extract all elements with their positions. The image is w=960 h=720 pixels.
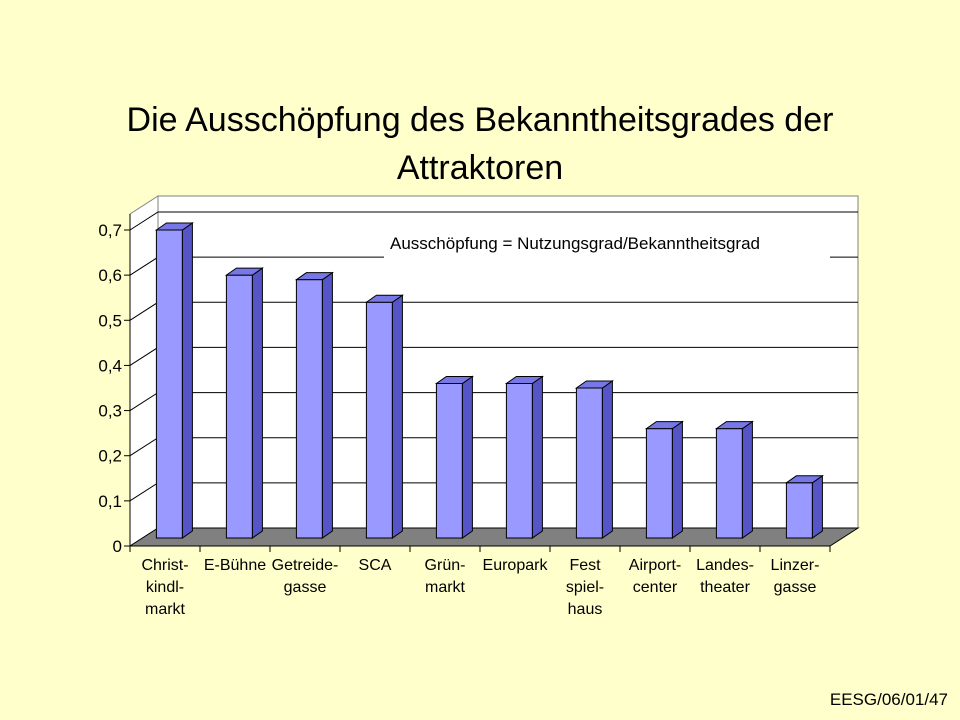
gridline bbox=[129, 211, 858, 231]
x-tick-label: E-Bühne bbox=[204, 557, 266, 574]
bar-9 bbox=[784, 474, 824, 539]
bar-side bbox=[461, 375, 473, 539]
bar-front bbox=[575, 387, 603, 539]
bar-2 bbox=[294, 271, 334, 539]
x-tick-label: kindl- bbox=[146, 579, 184, 596]
bar-front bbox=[715, 428, 743, 539]
y-tick-label: 0,7 bbox=[98, 221, 122, 240]
bar-6 bbox=[574, 380, 614, 539]
x-tick-label: Landes- bbox=[696, 557, 754, 574]
x-tick-label: haus bbox=[568, 601, 603, 618]
bar-front bbox=[505, 382, 533, 539]
x-tick-label: markt bbox=[425, 579, 466, 596]
title-line-1: Die Ausschöpfung des Bekanntheitsgrades … bbox=[126, 101, 834, 139]
x-tick-label: Europark bbox=[483, 557, 549, 574]
slide-footer-code: EESG/06/01/47 bbox=[829, 690, 948, 709]
bar-8 bbox=[714, 420, 754, 539]
bar-side bbox=[531, 375, 543, 539]
y-tick-label: 0,1 bbox=[98, 492, 122, 511]
bar-1 bbox=[224, 267, 264, 539]
bar-4 bbox=[434, 375, 474, 539]
bar-front bbox=[645, 428, 673, 539]
bar-7 bbox=[644, 420, 684, 539]
x-tick-label: Getreide- bbox=[272, 557, 339, 574]
bar-0 bbox=[154, 222, 194, 539]
bar-front bbox=[365, 301, 393, 539]
x-tick-label: SCA bbox=[359, 557, 392, 574]
annotation-background bbox=[384, 225, 830, 259]
bar-side bbox=[321, 271, 333, 539]
bar-top bbox=[294, 272, 334, 281]
annotation-text: Ausschöpfung = Nutzungsgrad/Bekanntheits… bbox=[390, 234, 760, 253]
x-tick-label: theater bbox=[700, 579, 750, 596]
bar-top bbox=[224, 267, 264, 276]
slide-title: Die Ausschöpfung des Bekanntheitsgrades … bbox=[80, 96, 880, 192]
x-tick-label: Grün- bbox=[425, 557, 466, 574]
bar-top bbox=[784, 475, 824, 484]
bar-front bbox=[295, 279, 323, 539]
bar-3 bbox=[364, 294, 404, 539]
x-tick-label: center bbox=[633, 579, 678, 596]
bar-5 bbox=[504, 375, 544, 539]
bar-side bbox=[671, 420, 683, 539]
x-tick-label: gasse bbox=[284, 579, 327, 596]
x-tick-label: gasse bbox=[774, 579, 817, 596]
x-tick-label: Airport- bbox=[629, 557, 681, 574]
bar-top bbox=[364, 294, 404, 303]
bar-top bbox=[154, 222, 194, 231]
y-tick-label: 0,2 bbox=[98, 447, 122, 466]
y-tick-label: 0,3 bbox=[98, 402, 122, 421]
x-tick-label: spiel- bbox=[566, 579, 604, 596]
bar-top bbox=[714, 421, 754, 430]
x-tick-label: Fest bbox=[569, 557, 601, 574]
x-tick-label: markt bbox=[145, 601, 186, 618]
bar-top bbox=[644, 421, 684, 430]
bar-front bbox=[785, 482, 813, 539]
bar-side bbox=[811, 474, 823, 539]
annotation-box: Ausschöpfung = Nutzungsgrad/Bekanntheits… bbox=[384, 225, 830, 259]
title-line-2: Attraktoren bbox=[396, 149, 564, 187]
bar-top bbox=[504, 375, 544, 384]
bar-side bbox=[391, 294, 403, 539]
y-tick-label: 0 bbox=[113, 537, 122, 556]
bar-side bbox=[181, 222, 193, 539]
bar-front bbox=[435, 382, 463, 539]
bar-side bbox=[601, 380, 613, 539]
y-tick-label: 0,4 bbox=[98, 356, 122, 375]
bar-top bbox=[434, 375, 474, 384]
bar-side bbox=[741, 420, 753, 539]
chart-side-wall bbox=[129, 195, 159, 547]
bar-side bbox=[251, 267, 263, 539]
bar-top bbox=[574, 380, 614, 389]
x-tick-label: Linzer- bbox=[771, 557, 820, 574]
bar-front bbox=[155, 229, 183, 539]
y-tick-label: 0,5 bbox=[98, 311, 122, 330]
x-tick-label: Christ- bbox=[141, 557, 188, 574]
y-tick-label: 0,6 bbox=[98, 266, 122, 285]
bar-front bbox=[225, 274, 253, 539]
